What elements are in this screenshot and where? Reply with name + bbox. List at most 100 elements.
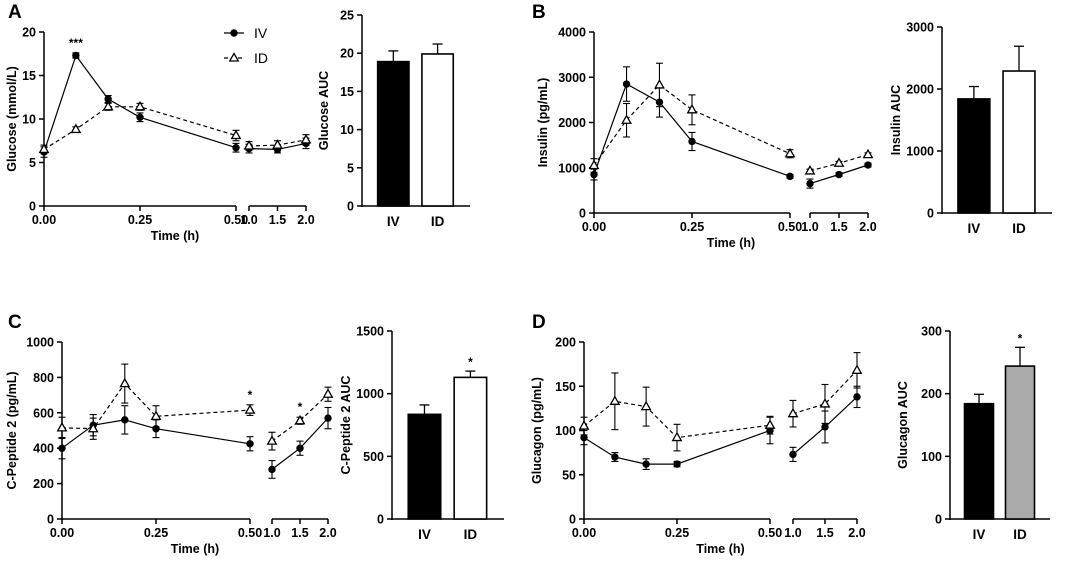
panel-b-y-tick-label: 4000 [558,26,586,40]
panel-d-y-tick-label: 50 [562,468,576,482]
panel-b-x-tick-label: 0.25 [680,220,704,234]
panel-d-series-iv-point [611,453,619,461]
panel-d-series-iv-point [642,460,650,468]
panel-b-series-id-point [784,147,796,158]
panel-b-series-id-point [833,157,845,167]
panel-d-y-tick-label: 200 [555,336,576,350]
panel-c-series-iv-point [246,440,254,448]
panel-a-bar-y-tick-label: 10 [340,123,354,137]
panel-c-label: C [8,312,22,333]
panel-a-series-id-point [243,140,255,150]
panel-b-series-iv-point [806,179,814,188]
panel-a-series-id-point [134,100,146,111]
panel-d-bar-y-tick-label: 300 [921,325,942,339]
panel-c-y-tick-label: 800 [33,371,54,385]
panel-a-bar-y-tick-label: 0 [347,200,354,214]
panel-d-x-tick-label: 1.0 [784,526,801,540]
panel-a-y-tick-label: 10 [22,113,36,127]
panel-d-series-iv [580,385,861,470]
panel-d-bar-y-tick-label: 200 [921,387,942,401]
panel-b-series-iv-point [688,137,696,146]
panel-a-series-id [38,100,312,155]
panel-d-series-iv-point [789,450,797,459]
panel-a-x-tick-label: 0.50 [224,213,248,227]
panel-b-bar-y-tick-label: 1000 [906,145,934,159]
panel-d-x-tick-label: 2.0 [848,526,865,540]
panel-a-series-id-point [300,133,312,144]
panel-d-bar-y-tick-label: 100 [921,450,942,464]
panel-a-x-tick-label: 2.0 [297,213,314,227]
panel-b-series-iv-point [835,170,843,179]
panel-a-y-tick-label: 20 [22,26,36,40]
panel-c-series-iv-point [58,444,66,452]
panel-d-series-id-point [819,398,831,408]
panel-a-bar-iv [376,60,410,207]
panel-d-bar-id [1004,365,1036,520]
panel-d-x-tick-label: 1.5 [816,526,833,540]
panel-c-bar-y-tick-label: 1500 [356,325,384,339]
panel-c-x-tick-label: 1.5 [291,526,308,540]
panel-b-y-tick-label: 2000 [558,116,586,130]
panel-b-x-tick-label: 1.5 [830,220,847,234]
panel-c-bar-y-tick-label: 1000 [356,387,384,401]
panel-a-auc-bar-chart: 0 5 10 15 20 25 Glucose AUC IV ID [317,9,470,229]
panel-c-bar-label-iv: IV [418,527,431,542]
panel-b-series-id-point [654,79,665,89]
panel-d-label: D [532,312,546,333]
panel-c-series-id-point [294,414,306,425]
panel-a-legend: IV ID [224,25,268,66]
panel-b-x-tick-label: 0.00 [582,220,606,234]
panel-a-series-iv [40,51,310,158]
panel-a-bar-label-iv: IV [387,214,400,229]
panel-d-bar-y-axis-label: Glucagon AUC [896,381,910,469]
panel-c-x-tick-label: 0.00 [50,526,74,540]
panel-d-y-axis-label: Glucagon (pg/mL) [530,377,544,484]
panel-c: C 0 200 400 600 800 1000 C-Peptide 2 (pg/mL) 0.0… [5,312,504,556]
panel-c-series-id-point [266,435,278,445]
panel-b-auc-bar-chart: 0 1000 2000 3000 Insulin AUC IV ID [889,21,1052,236]
panel-b-series-iv [590,66,872,189]
panel-d-series-id-point [578,420,590,430]
panel-d: D 0 50 100 150 200 Glucagon (pg/mL) 0.00 0.25 0.5… [530,312,1050,556]
panel-a-series-id-point [102,100,114,111]
panel-c-bar-y-axis-label: C-Peptide 2 AUC [339,376,353,475]
panel-a: A 0 5 10 15 20 Glucose (mmol/L) 0.00 0.25 0.501.0… [5,2,470,243]
panel-a-y-axis-label: Glucose (mmol/L) [5,66,19,172]
panel-b-y-tick-label: 1000 [558,161,586,175]
panel-a-y-tick-label: 0 [29,200,36,214]
panel-b-bar-y-axis-label: Insulin AUC [889,85,903,155]
panel-a-bar-y-tick-label: 25 [340,9,354,23]
panel-b-series-id-line-early [593,84,791,166]
panel-c-series-iv-point [324,414,332,422]
panel-c-y-tick-label: 0 [47,513,54,527]
panel-d-series-id-point [609,395,621,405]
panel-a-bar-label-id: ID [431,214,445,229]
panel-a-x-axis-label: Time (h) [151,229,199,243]
panel-d-series-iv-point [673,460,681,468]
panel-c-y-tick-label: 200 [33,477,54,491]
panel-d-series-iv-point [853,393,861,401]
legend-label-id: ID [254,50,268,66]
panel-b-series-iv-point [864,161,872,169]
panel-b-bar-y-tick-label: 3000 [906,21,934,35]
panel-c-y-tick-label: 600 [33,406,54,420]
panel-a-x-tick-label: 0.00 [32,213,56,227]
panel-b-series-id-point [804,164,816,175]
legend-marker-id [228,52,240,62]
panel-a-x-tick-label: 1.0 [240,213,257,227]
panel-d-y-tick-label: 0 [569,513,576,527]
panel-a-series-id-point [70,123,82,134]
panel-b-y-axis-label: Insulin (pg/mL) [536,78,550,168]
panel-c-y-tick-label: 1000 [26,336,54,350]
panel-d-x-tick-label: 0.25 [665,526,689,540]
panel-b-series-id [588,62,874,175]
panel-a-series-id-point [38,143,50,154]
panel-a-bar-y-tick-label: 20 [340,47,354,61]
panel-a-y-tick-label: 5 [29,156,36,170]
legend-label-iv: IV [254,25,268,41]
panel-c-series-id-point [244,404,256,414]
panel-c-series-iv-point [296,444,304,452]
panel-b-bar-id [1002,70,1036,214]
panel-c-series-id [56,363,334,451]
